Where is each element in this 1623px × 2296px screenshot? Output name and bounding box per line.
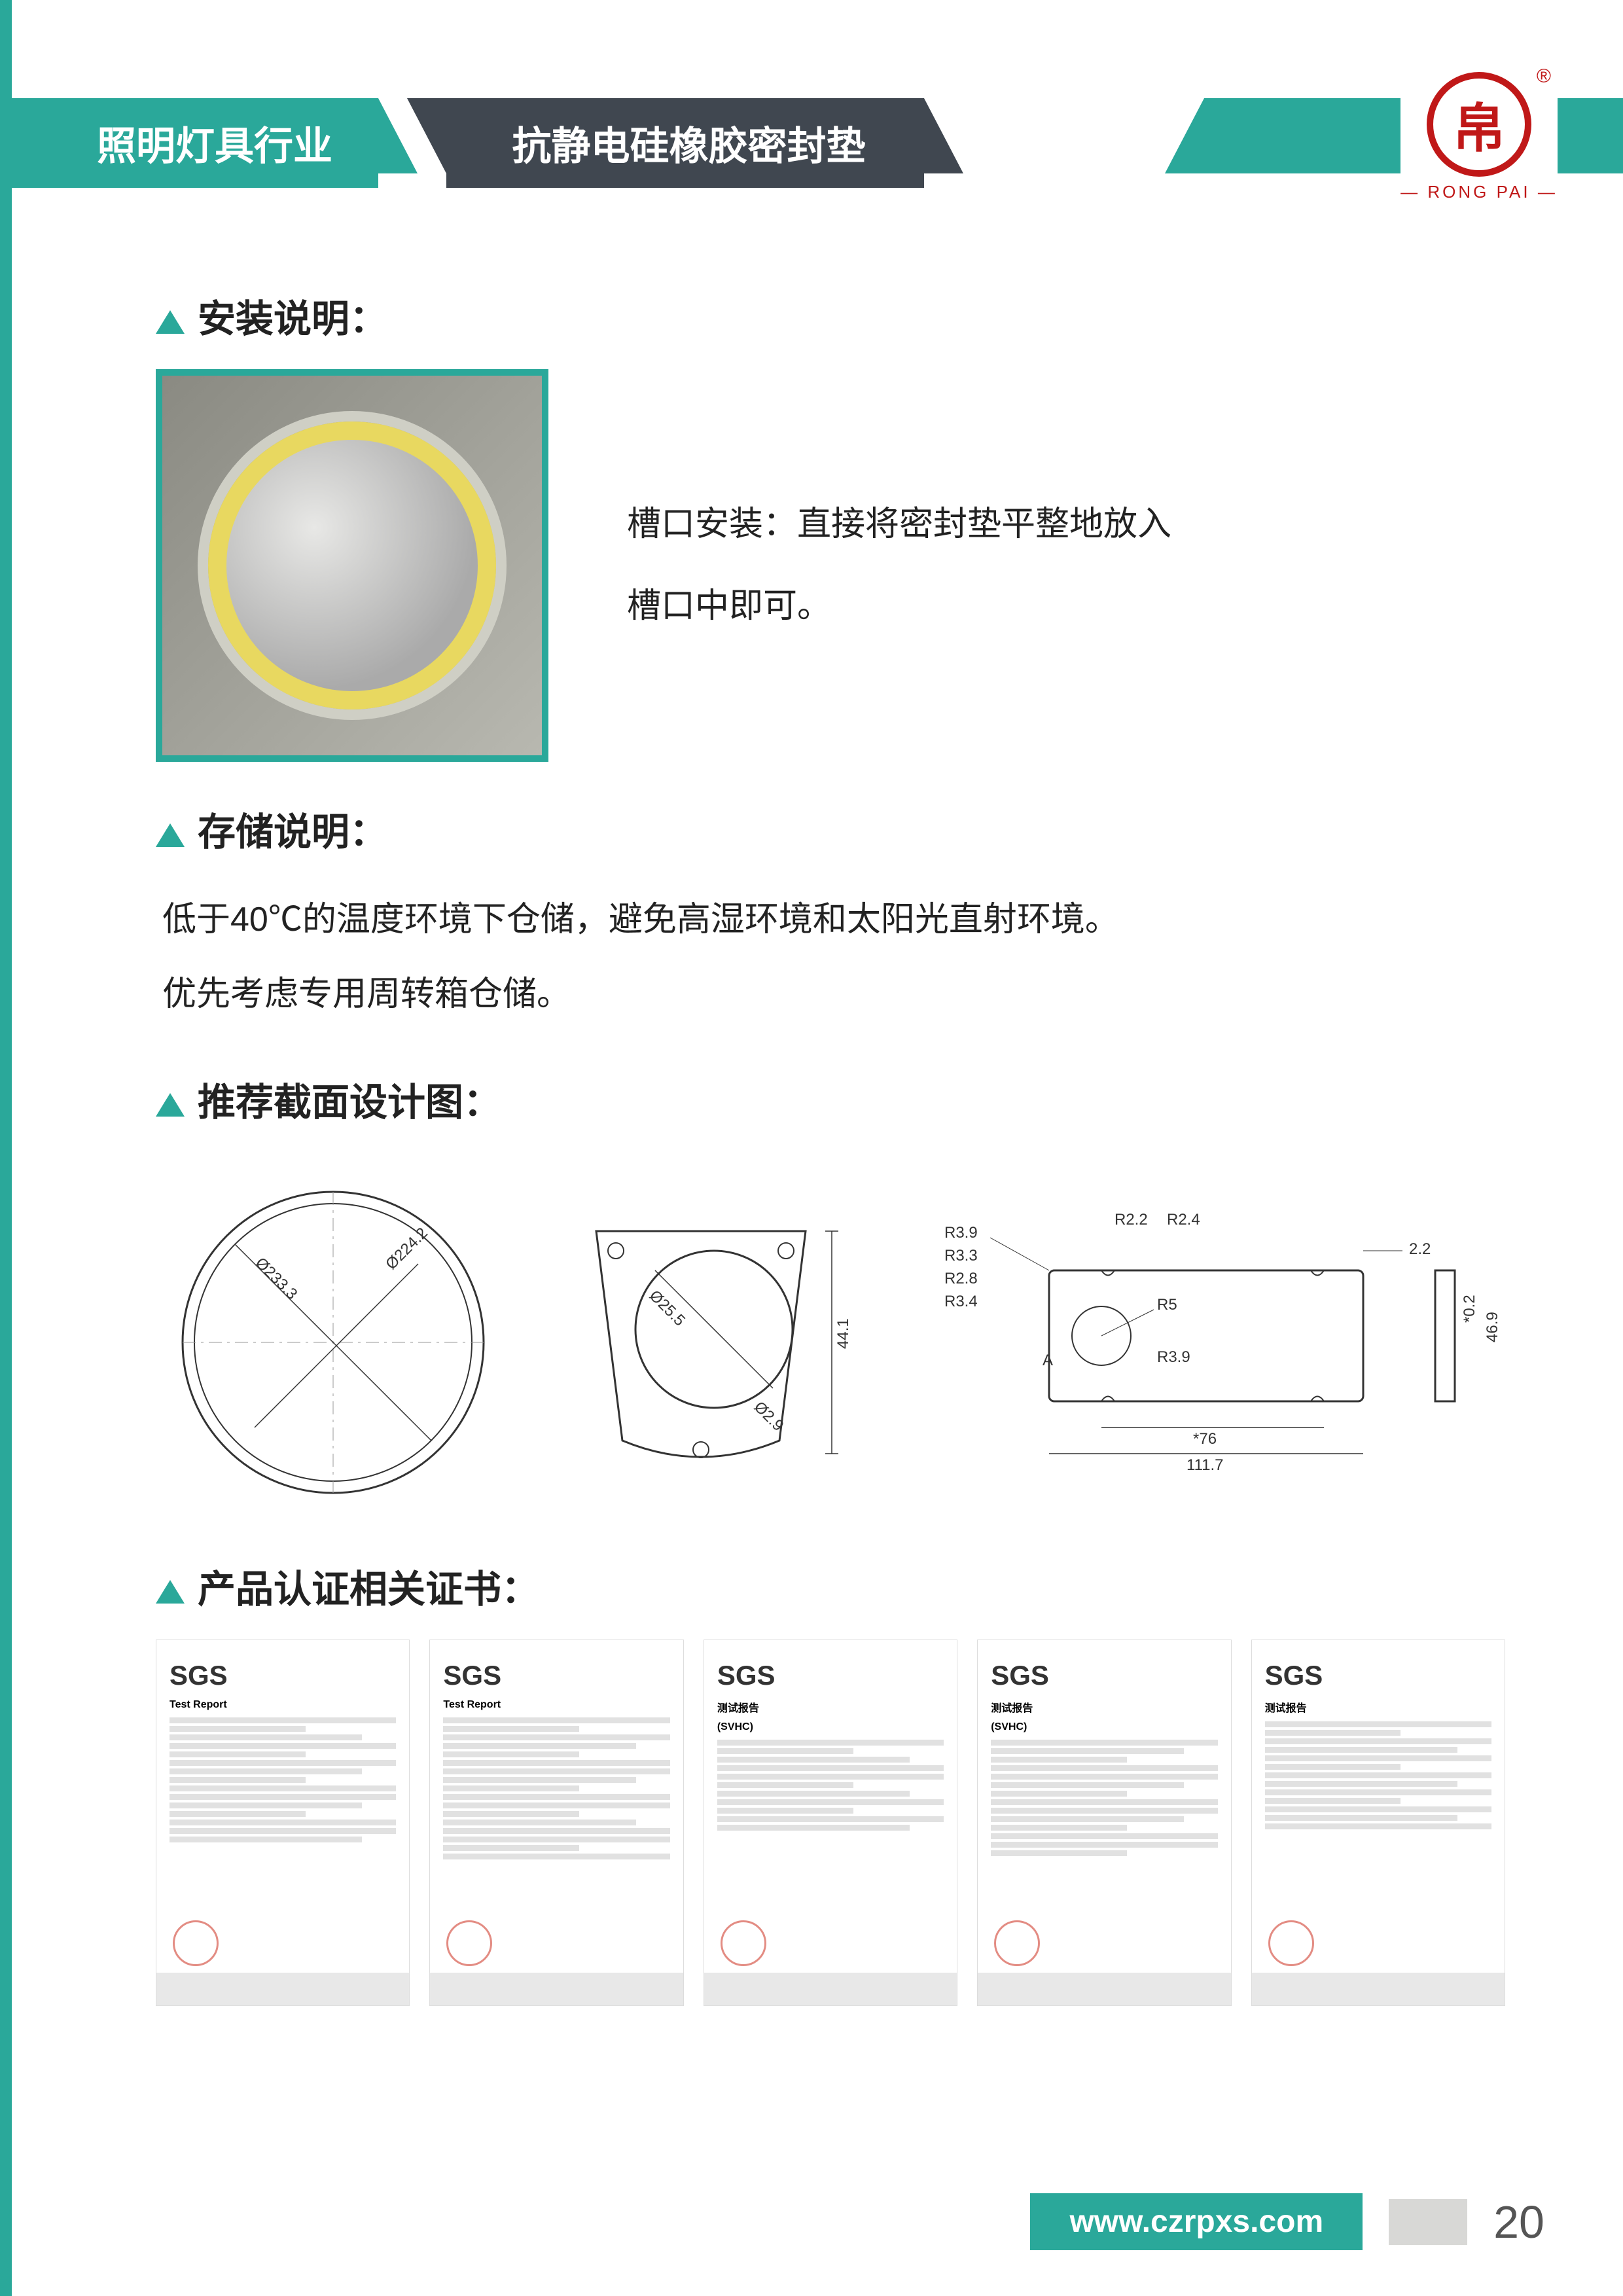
svg-text:R2.4: R2.4 <box>1167 1211 1200 1229</box>
svg-text:46.9: 46.9 <box>1484 1312 1501 1342</box>
svg-text:Ø233.3: Ø233.3 <box>252 1254 301 1303</box>
diagram-ring: Ø233.3 Ø224.2 <box>156 1165 524 1507</box>
lens-graphic <box>208 422 496 709</box>
svg-text:R3.4: R3.4 <box>944 1293 978 1310</box>
svg-text:44.1: 44.1 <box>834 1318 852 1349</box>
product-photo <box>156 369 548 762</box>
stamp-icon <box>446 1920 492 1966</box>
svg-text:R2.8: R2.8 <box>944 1270 978 1287</box>
storage-title: 存储说明： <box>156 801 1505 856</box>
svg-text:R3.9: R3.9 <box>1157 1348 1190 1366</box>
triangle-icon <box>156 823 185 847</box>
cert-2: SGS Test Report <box>429 1640 683 2006</box>
stamp-icon <box>994 1920 1040 1966</box>
logo-text: — RONG PAI — <box>1400 182 1558 202</box>
svg-text:R2.2: R2.2 <box>1115 1211 1148 1229</box>
cert-5: SGS 测试报告 <box>1251 1640 1505 2006</box>
cert-3: SGS 测试报告 (SVHC) <box>704 1640 957 2006</box>
install-text: 槽口安装：直接将密封垫平整地放入 槽口中即可。 <box>627 484 1171 647</box>
registered-mark: ® <box>1537 65 1551 88</box>
brand-logo: ® 帛 — RONG PAI — <box>1400 65 1558 216</box>
svg-text:R3.9: R3.9 <box>944 1224 978 1242</box>
banner-product: 抗静电硅橡胶密封垫 <box>446 98 924 188</box>
svg-text:A: A <box>1043 1352 1053 1369</box>
page-header: 照明灯具行业 抗静电硅橡胶密封垫 ® 帛 — RONG PAI — <box>12 0 1623 183</box>
stamp-icon <box>1268 1920 1314 1966</box>
svg-text:*0.2: *0.2 <box>1461 1295 1478 1323</box>
svg-text:Ø224.2: Ø224.2 <box>382 1224 431 1273</box>
cert-1: SGS Test Report <box>156 1640 410 2006</box>
page-footer: www.czrpxs.com 20 <box>1030 2193 1544 2250</box>
triangle-icon <box>156 1580 185 1604</box>
cert-title: 产品认证相关证书： <box>156 1558 1505 1613</box>
diagram-trapezoid: Ø25.5 Ø2.9 44.1 <box>556 1178 872 1494</box>
main-content: 安装说明： 槽口安装：直接将密封垫平整地放入 槽口中即可。 存储说明： 低于40… <box>12 183 1623 2006</box>
svg-text:R5: R5 <box>1157 1296 1177 1314</box>
diagram-title: 推荐截面设计图： <box>156 1071 1505 1126</box>
svg-text:R3.3: R3.3 <box>944 1247 978 1265</box>
install-title: 安装说明： <box>156 288 1505 343</box>
stamp-icon <box>173 1920 219 1966</box>
storage-text: 低于40℃的温度环境下仓储，避免高湿环境和太阳光直射环境。 优先考虑专用周转箱仓… <box>162 882 1505 1032</box>
footer-url: www.czrpxs.com <box>1030 2193 1363 2250</box>
triangle-icon <box>156 310 185 334</box>
svg-text:2.2: 2.2 <box>1409 1240 1431 1258</box>
svg-text:111.7: 111.7 <box>1186 1456 1224 1474</box>
certificates-row: SGS Test Report SGS Test Report <box>156 1640 1505 2006</box>
page-number: 20 <box>1493 2196 1544 2248</box>
diagram-profile: R3.9 R3.3 R2.8 R3.4 R2.2 R2.4 R5 R3.9 A … <box>904 1191 1508 1480</box>
footer-bar <box>1389 2199 1467 2245</box>
triangle-icon <box>156 1093 185 1117</box>
logo-circle: 帛 <box>1427 72 1531 177</box>
svg-text:*76: *76 <box>1193 1430 1217 1448</box>
diagrams-row: Ø233.3 Ø224.2 Ø25.5 Ø2.9 44.1 <box>156 1153 1505 1519</box>
cert-4: SGS 测试报告 (SVHC) <box>977 1640 1231 2006</box>
stamp-icon <box>721 1920 766 1966</box>
banner-industry: 照明灯具行业 <box>12 98 378 188</box>
install-row: 槽口安装：直接将密封垫平整地放入 槽口中即可。 <box>156 369 1505 762</box>
svg-text:Ø25.5: Ø25.5 <box>646 1287 688 1329</box>
